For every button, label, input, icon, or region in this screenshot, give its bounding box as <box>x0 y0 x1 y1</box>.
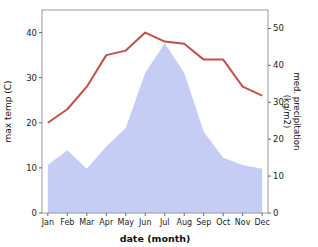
x-tick-label: Dec <box>254 218 269 227</box>
y-axis-label: max temp (C) <box>3 80 13 142</box>
y-tick-label: 0 <box>32 208 37 218</box>
x-tick <box>203 213 204 216</box>
y-tick-label: 40 <box>26 28 37 38</box>
y2-tick <box>268 65 271 66</box>
x-tick-label: Sep <box>196 218 211 227</box>
y-tick-label: 30 <box>26 73 37 83</box>
x-tick <box>184 213 185 216</box>
y2-tick-label: 40 <box>273 60 284 70</box>
x-tick <box>125 213 126 216</box>
y2-tick <box>268 176 271 177</box>
x-tick <box>164 213 165 216</box>
chart: 01020304001020304050JanFebMarAprMayJunJu… <box>0 0 318 247</box>
x-tick-label: Nov <box>235 218 251 227</box>
x-tick-label: Jan <box>41 218 54 227</box>
y2-axis-label: med. precipitation(kg/m2) <box>282 73 302 151</box>
x-tick <box>145 213 146 216</box>
y-tick-label: 10 <box>26 163 37 173</box>
temperature-line <box>48 33 262 123</box>
y2-tick <box>268 102 271 103</box>
x-tick <box>242 213 243 216</box>
x-tick-label: Aug <box>176 218 192 227</box>
y-tick <box>39 122 42 123</box>
x-tick <box>47 213 48 216</box>
plot-frame <box>42 10 268 213</box>
x-tick-label: Oct <box>216 218 230 227</box>
y-tick <box>39 32 42 33</box>
x-tick <box>86 213 87 216</box>
y2-tick-label: 50 <box>273 23 284 33</box>
y2-tick <box>268 139 271 140</box>
x-axis-label: date (month) <box>120 233 191 244</box>
y2-axis-label-line: (kg/m2) <box>282 95 292 129</box>
x-tick-label: Jul <box>159 218 170 227</box>
x-tick-label: Mar <box>79 218 95 227</box>
x-tick-label: Feb <box>60 218 74 227</box>
y2-tick-label: 10 <box>273 171 284 181</box>
x-tick <box>67 213 68 216</box>
x-tick <box>106 213 107 216</box>
y2-tick <box>268 213 271 214</box>
x-tick <box>262 213 263 216</box>
y2-axis-label-line: med. precipitation <box>292 73 302 151</box>
x-tick <box>223 213 224 216</box>
y-tick-label: 20 <box>26 118 37 128</box>
y-tick <box>39 167 42 168</box>
y2-tick-label: 20 <box>273 134 284 144</box>
x-tick-label: Apr <box>99 218 114 227</box>
x-tick-label: Jun <box>138 218 152 227</box>
y-tick <box>39 213 42 214</box>
plot-area <box>48 33 262 213</box>
y-tick <box>39 77 42 78</box>
x-tick-label: May <box>118 218 135 227</box>
y2-tick <box>268 28 271 29</box>
y2-tick-label: 0 <box>273 208 278 218</box>
